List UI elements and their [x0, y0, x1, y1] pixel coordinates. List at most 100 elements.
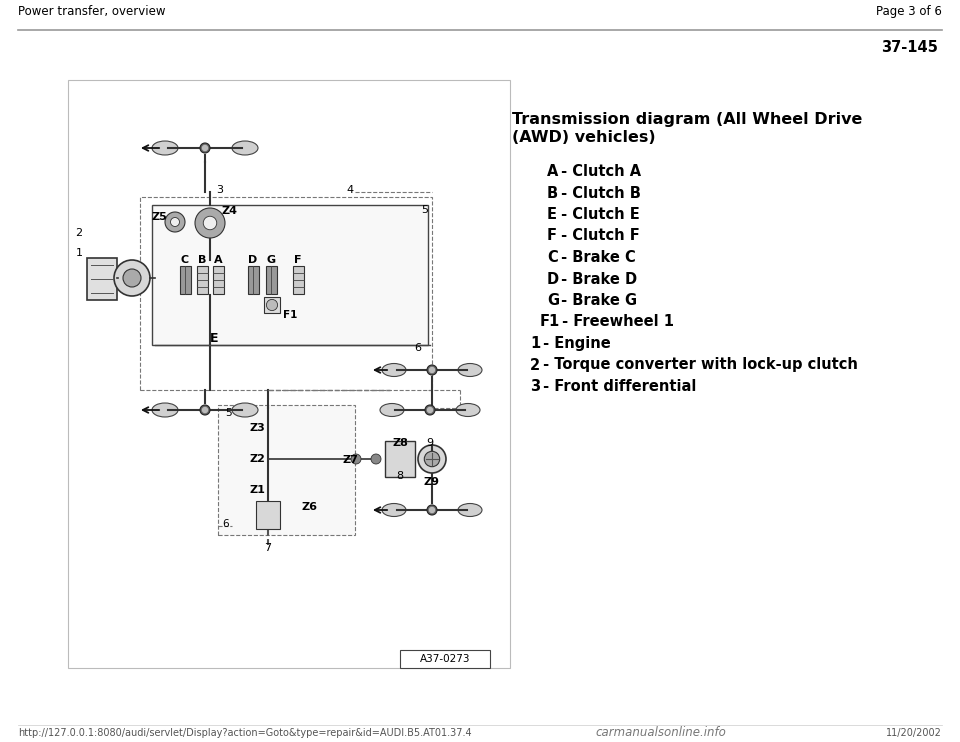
Bar — [68, 80, 510, 668]
Circle shape — [165, 212, 185, 232]
Bar — [180, 266, 190, 294]
Text: 37-145: 37-145 — [881, 41, 938, 56]
Circle shape — [351, 454, 361, 464]
Bar — [218, 405, 355, 535]
Text: C: C — [180, 255, 189, 265]
Text: 2: 2 — [530, 358, 540, 372]
Text: 3: 3 — [217, 185, 224, 195]
Text: 9: 9 — [426, 438, 434, 448]
Ellipse shape — [152, 141, 178, 155]
Bar — [248, 266, 258, 294]
Circle shape — [200, 143, 210, 153]
Text: C: C — [547, 250, 558, 265]
Text: Z4: Z4 — [222, 206, 238, 216]
Bar — [212, 266, 224, 294]
Text: 5: 5 — [226, 408, 232, 418]
Text: G: G — [547, 293, 559, 308]
Text: A37-0273: A37-0273 — [420, 654, 470, 664]
Text: Z1: Z1 — [249, 485, 265, 495]
Text: - Engine: - Engine — [539, 336, 612, 351]
Text: 3: 3 — [530, 379, 540, 394]
Text: - Brake G: - Brake G — [556, 293, 636, 308]
Bar — [87, 258, 117, 300]
Text: Power transfer, overview: Power transfer, overview — [18, 5, 165, 19]
Text: D: D — [547, 272, 559, 286]
Ellipse shape — [232, 403, 258, 417]
Text: B: B — [547, 186, 558, 200]
Bar — [264, 297, 280, 313]
Ellipse shape — [152, 403, 178, 417]
Bar — [266, 266, 276, 294]
Text: 5: 5 — [421, 205, 428, 215]
Text: F: F — [547, 229, 557, 243]
Ellipse shape — [382, 364, 406, 376]
Text: Z5: Z5 — [151, 212, 167, 222]
Text: A: A — [547, 164, 559, 179]
Circle shape — [429, 508, 435, 513]
Text: - Clutch F: - Clutch F — [556, 229, 639, 243]
Text: Page 3 of 6: Page 3 of 6 — [876, 5, 942, 19]
Text: Z3: Z3 — [250, 423, 265, 433]
Text: - Freewheel 1: - Freewheel 1 — [557, 315, 674, 329]
Ellipse shape — [456, 404, 480, 416]
Text: - Clutch E: - Clutch E — [556, 207, 639, 222]
Text: 11/20/2002: 11/20/2002 — [886, 728, 942, 738]
Text: - Torque converter with lock-up clutch: - Torque converter with lock-up clutch — [539, 358, 858, 372]
Ellipse shape — [382, 504, 406, 516]
Text: 1: 1 — [530, 336, 540, 351]
Text: (AWD) vehicles): (AWD) vehicles) — [512, 130, 656, 145]
Circle shape — [427, 365, 437, 375]
Circle shape — [425, 405, 435, 415]
Circle shape — [418, 445, 446, 473]
Bar — [152, 205, 428, 345]
Bar — [197, 266, 207, 294]
Text: Z9: Z9 — [424, 477, 440, 487]
Text: carmanualsonline.info: carmanualsonline.info — [595, 726, 726, 740]
Text: 8: 8 — [396, 471, 403, 481]
Text: 7: 7 — [264, 543, 272, 553]
Text: - Front differential: - Front differential — [539, 379, 697, 394]
Circle shape — [123, 269, 141, 287]
Text: 4: 4 — [347, 185, 353, 195]
Bar — [400, 650, 490, 668]
Text: Z6: Z6 — [302, 502, 318, 512]
Text: Z7: Z7 — [342, 455, 358, 465]
Text: E: E — [547, 207, 557, 222]
Ellipse shape — [458, 504, 482, 516]
Text: - Clutch B: - Clutch B — [556, 186, 640, 200]
Circle shape — [203, 145, 207, 151]
Circle shape — [427, 505, 437, 515]
Ellipse shape — [458, 364, 482, 376]
Text: D: D — [249, 255, 257, 265]
Circle shape — [424, 451, 440, 467]
Text: E: E — [209, 332, 218, 344]
Text: 6: 6 — [415, 343, 421, 353]
Text: B: B — [198, 255, 206, 265]
Text: Transmission diagram (All Wheel Drive: Transmission diagram (All Wheel Drive — [512, 112, 862, 127]
Circle shape — [195, 208, 225, 238]
Circle shape — [203, 407, 207, 413]
Text: - Brake D: - Brake D — [556, 272, 636, 286]
Text: F1: F1 — [540, 315, 561, 329]
Ellipse shape — [380, 404, 404, 416]
Text: 6: 6 — [223, 519, 229, 529]
Bar — [385, 441, 415, 477]
Text: - Clutch A: - Clutch A — [556, 164, 640, 179]
Circle shape — [200, 405, 210, 415]
Text: 1: 1 — [76, 248, 83, 258]
Text: A: A — [214, 255, 223, 265]
Text: 2: 2 — [75, 228, 82, 238]
Ellipse shape — [232, 141, 258, 155]
Text: Z2: Z2 — [249, 454, 265, 464]
Circle shape — [266, 300, 277, 311]
Text: Z8: Z8 — [392, 438, 408, 448]
Bar — [293, 266, 303, 294]
Bar — [256, 501, 280, 529]
Circle shape — [371, 454, 381, 464]
Circle shape — [429, 367, 435, 372]
Circle shape — [427, 407, 433, 413]
Circle shape — [204, 216, 217, 230]
Text: G: G — [267, 255, 276, 265]
Text: - Brake C: - Brake C — [556, 250, 636, 265]
Text: F1: F1 — [283, 310, 298, 320]
